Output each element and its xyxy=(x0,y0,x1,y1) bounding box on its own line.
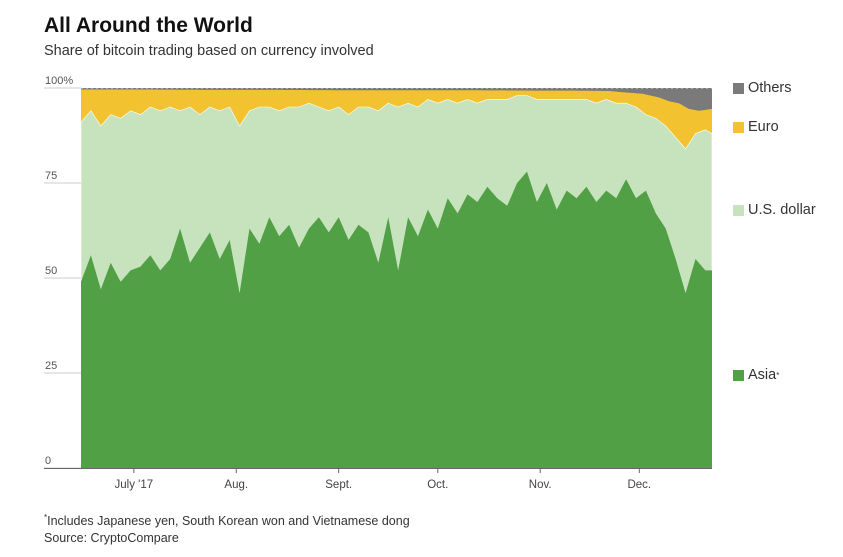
legend-item-asia: Asia * xyxy=(733,367,779,383)
legend-swatch-usd xyxy=(733,204,744,216)
chart-title: All Around the World xyxy=(44,14,253,37)
legend-swatch-others xyxy=(733,82,744,94)
legend-footnote-marker: * xyxy=(776,370,780,380)
y-tick-label: 50 xyxy=(45,265,57,277)
legend-item-euro: Euro xyxy=(733,119,779,135)
source-note: Source: CryptoCompare xyxy=(44,531,179,545)
footnote: *Includes Japanese yen, South Korean won… xyxy=(44,513,410,528)
legend-swatch-asia xyxy=(733,369,744,381)
y-axis: 0 25 50 75 100% xyxy=(44,75,81,469)
y-tick-label: 25 xyxy=(45,360,57,372)
footnote-marker: * xyxy=(44,513,48,522)
x-tick-label: Oct. xyxy=(427,479,448,491)
x-axis: July '17 Aug. Sept. Oct. Nov. Dec. xyxy=(44,468,712,491)
legend-item-usd: U.S. dollar xyxy=(733,202,816,218)
area-asia xyxy=(81,171,712,468)
x-tick-label: Dec. xyxy=(627,479,651,491)
legend-item-others: Others xyxy=(733,80,792,96)
legend-swatch-euro xyxy=(733,121,744,133)
footnote-text: Includes Japanese yen, South Korean won … xyxy=(47,514,410,529)
y-tick-label: 100% xyxy=(45,75,73,87)
x-tick-label: July '17 xyxy=(115,479,154,491)
y-tick-label: 0 xyxy=(45,455,51,467)
x-tick-label: Nov. xyxy=(529,479,552,491)
area-layer xyxy=(80,87,713,469)
legend-label-euro: Euro xyxy=(748,119,779,135)
x-tick-label: Aug. xyxy=(224,479,248,491)
x-tick-label: Sept. xyxy=(325,479,352,491)
legend-label-usd: U.S. dollar xyxy=(748,202,816,218)
chart-subtitle: Share of bitcoin trading based on curren… xyxy=(44,43,374,59)
legend-label-others: Others xyxy=(748,80,792,96)
y-tick-label: 75 xyxy=(45,170,57,182)
legend-label-asia: Asia xyxy=(748,367,777,383)
